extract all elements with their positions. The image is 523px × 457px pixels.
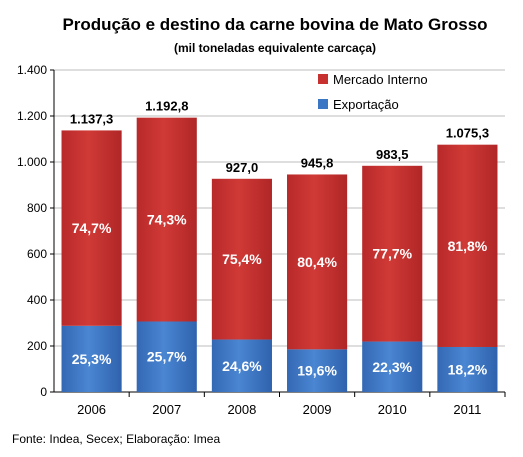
label-mercado-interno-2006: 74,7%: [72, 220, 112, 236]
label-total-2008: 927,0: [226, 160, 259, 175]
y-tick-label: 1.200: [17, 109, 47, 123]
label-exportacao-2011: 18,2%: [448, 361, 488, 377]
data-labels: 25,3% 74,7% 1.137,3 25,7% 74,3% 1.192,8 24,6% 7…: [70, 99, 489, 379]
bar-mercado-interno-2009: [287, 174, 348, 350]
bar-mercado-interno-2010: [362, 165, 423, 342]
y-tick-label: 800: [27, 201, 47, 215]
legend: Mercado Interno Exportação: [318, 72, 428, 112]
label-mercado-interno-2009: 80,4%: [297, 254, 337, 270]
label-exportacao-2010: 22,3%: [372, 359, 412, 375]
bar-mercado-interno-2007: [136, 117, 197, 322]
bars: [61, 117, 498, 392]
label-exportacao-2007: 25,7%: [147, 349, 187, 365]
label-exportacao-2009: 19,6%: [297, 363, 337, 379]
y-tick-label: 200: [27, 339, 47, 353]
bar-exportacao-2010: [362, 341, 423, 392]
axes: 0 200 400 600 800 1.000 1.200 1.400 2006 2007 2008…: [17, 63, 506, 417]
label-total-2007: 1.192,8: [145, 99, 188, 114]
label-mercado-interno-2008: 75,4%: [222, 251, 262, 267]
y-tick-label: 1.000: [17, 155, 47, 169]
x-tick-label: 2010: [378, 402, 407, 417]
bar-exportacao-2007: [136, 321, 197, 392]
bar-exportacao-2011: [437, 346, 498, 392]
bar-exportacao-2006: [61, 325, 122, 392]
legend-swatch-mercado-interno: [318, 74, 328, 84]
source-note: Fonte: Indea, Secex; Elaboração: Imea: [12, 432, 220, 446]
bar-mercado-interno-2006: [61, 130, 122, 326]
x-tick-label: 2007: [152, 402, 181, 417]
legend-label-mercado-interno: Mercado Interno: [333, 72, 428, 87]
x-tick-label: 2009: [303, 402, 332, 417]
chart-title: Produção e destino da carne bovina de Ma…: [62, 15, 487, 34]
x-tick-label: 2011: [453, 402, 481, 417]
legend-label-exportacao: Exportação: [333, 97, 399, 112]
x-tick-label: 2006: [77, 402, 106, 417]
label-total-2011: 1.075,3: [446, 126, 489, 141]
label-mercado-interno-2011: 81,8%: [448, 238, 488, 254]
gridlines: [54, 69, 505, 347]
x-tick-label: 2008: [227, 402, 256, 417]
y-tick-label: 400: [27, 293, 47, 307]
chart-subtitle: (mil toneladas equivalente carcaça): [174, 41, 376, 55]
bar-exportacao-2009: [287, 349, 348, 392]
label-exportacao-2006: 25,3%: [72, 351, 112, 367]
bar-exportacao-2008: [211, 339, 272, 392]
label-total-2010: 983,5: [376, 147, 409, 162]
legend-swatch-exportacao: [318, 99, 328, 109]
y-tick-label: 1.400: [17, 63, 47, 77]
bar-mercado-interno-2011: [437, 144, 498, 347]
y-tick-label: 600: [27, 247, 47, 261]
label-total-2009: 945,8: [301, 155, 334, 170]
label-exportacao-2008: 24,6%: [222, 358, 262, 374]
y-tick-label: 0: [40, 385, 47, 399]
label-mercado-interno-2010: 77,7%: [372, 246, 412, 262]
label-total-2006: 1.137,3: [70, 111, 113, 126]
bar-mercado-interno-2008: [211, 178, 272, 340]
label-mercado-interno-2007: 74,3%: [147, 212, 187, 228]
